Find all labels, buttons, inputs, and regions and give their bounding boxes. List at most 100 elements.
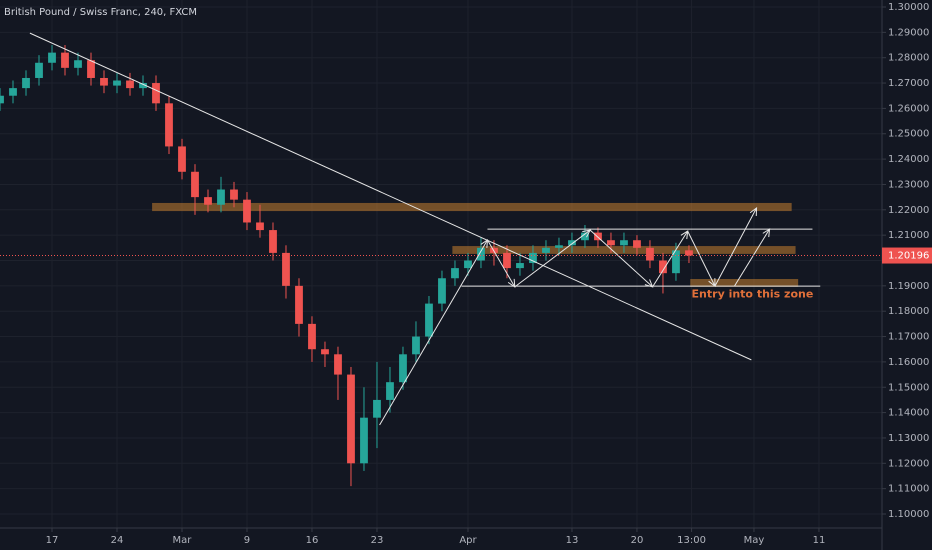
drawings: Entry into this zone xyxy=(0,32,882,426)
y-tick-label: 1.14000 xyxy=(888,408,929,419)
candle-body xyxy=(230,189,238,200)
candle-body xyxy=(451,268,459,279)
x-tick-label: 24 xyxy=(111,535,124,546)
x-tick-label: 13 xyxy=(566,535,579,546)
y-tick-label: 1.13000 xyxy=(888,433,929,444)
candle-body xyxy=(308,323,316,350)
y-tick-label: 1.26000 xyxy=(888,103,929,114)
arrow xyxy=(379,239,488,426)
arrow-head xyxy=(749,207,758,217)
candle-body xyxy=(555,245,563,248)
chart-title: British Pound / Swiss Franc, 240, FXCM xyxy=(4,7,197,18)
candle-body xyxy=(61,52,69,68)
candle-body xyxy=(347,374,355,464)
x-tick-label: May xyxy=(744,535,765,546)
candle-body xyxy=(685,250,693,256)
arrow xyxy=(734,228,770,287)
candle-body xyxy=(0,95,4,104)
candle-body xyxy=(659,260,667,274)
y-tick-label: 1.23000 xyxy=(888,179,929,190)
x-tick-label: Apr xyxy=(459,535,477,546)
y-tick-label: 1.27000 xyxy=(888,78,929,89)
last-price-label: 1.20196 xyxy=(888,251,929,262)
y-tick-label: 1.11000 xyxy=(888,484,929,495)
candle-body xyxy=(100,77,108,86)
candle-body xyxy=(672,250,680,274)
arrow xyxy=(687,230,716,287)
candle-body xyxy=(425,303,433,337)
candle-body xyxy=(22,77,30,89)
y-tick-label: 1.18000 xyxy=(888,306,929,317)
candles xyxy=(0,45,693,487)
candle-body xyxy=(178,146,186,172)
candle-body xyxy=(139,83,147,89)
candle-body xyxy=(581,232,589,241)
y-tick-label: 1.25000 xyxy=(888,129,929,140)
y-tick-label: 1.30000 xyxy=(888,2,929,13)
y-tick-label: 1.10000 xyxy=(888,509,929,520)
candle-body xyxy=(633,240,641,248)
candle-body xyxy=(87,60,95,78)
candle-body xyxy=(607,240,615,246)
candle-body xyxy=(568,240,576,246)
candle-body xyxy=(412,336,420,355)
zone xyxy=(152,202,792,212)
x-tick-label: 13:00 xyxy=(677,535,706,546)
arrow xyxy=(514,229,591,288)
y-tick-label: 1.29000 xyxy=(888,27,929,38)
candle-body xyxy=(152,83,160,104)
candle-body xyxy=(113,80,121,86)
candle-body xyxy=(334,354,342,375)
x-tick-label: 9 xyxy=(244,535,250,546)
candle-body xyxy=(516,263,524,269)
candle-body xyxy=(295,285,303,324)
candle-body xyxy=(191,171,199,198)
y-tick-label: 1.17000 xyxy=(888,332,929,343)
candle-body xyxy=(503,252,511,269)
candle-body xyxy=(438,278,446,304)
x-tick-label: 23 xyxy=(371,535,384,546)
candle-body xyxy=(48,52,56,63)
y-tick-label: 1.24000 xyxy=(888,154,929,165)
candle-body xyxy=(204,197,212,205)
candle-body xyxy=(282,252,290,286)
candle-body xyxy=(386,382,394,400)
arrow-head xyxy=(762,228,771,238)
annotation: Entry into this zone xyxy=(692,287,814,300)
candle-body xyxy=(477,247,485,261)
candle-body xyxy=(620,240,628,246)
y-tick-label: 1.19000 xyxy=(888,281,929,292)
candle-body xyxy=(35,62,43,78)
candle-body xyxy=(165,103,173,147)
y-tick-label: 1.16000 xyxy=(888,357,929,368)
candle-body xyxy=(646,247,654,261)
x-tick-label: 20 xyxy=(631,535,644,546)
arrow xyxy=(487,239,516,288)
candle-body xyxy=(360,417,368,464)
x-tick-label: Mar xyxy=(173,535,193,546)
candle-body xyxy=(321,349,329,355)
y-tick-label: 1.28000 xyxy=(888,53,929,64)
candle-body xyxy=(373,399,381,418)
candle-body xyxy=(256,222,264,231)
candle-body xyxy=(594,232,602,241)
axes: 1.10000 1.11000 1.12000 1.13000 1.14000 1.150… xyxy=(46,2,932,546)
candle-body xyxy=(74,60,82,68)
candle-body xyxy=(217,189,225,205)
arrow xyxy=(589,229,653,288)
zone xyxy=(690,279,799,287)
candle-body xyxy=(399,354,407,383)
candle-body xyxy=(464,260,472,269)
candle-body xyxy=(542,247,550,253)
x-tick-label: 11 xyxy=(813,535,826,546)
y-tick-label: 1.12000 xyxy=(888,458,929,469)
x-tick-label: 17 xyxy=(46,535,59,546)
candle-body xyxy=(269,230,277,253)
arrow xyxy=(652,230,689,288)
trend-line xyxy=(29,32,752,361)
candle-body xyxy=(529,252,537,264)
y-tick-label: 1.21000 xyxy=(888,230,929,241)
candle-body xyxy=(243,199,251,223)
